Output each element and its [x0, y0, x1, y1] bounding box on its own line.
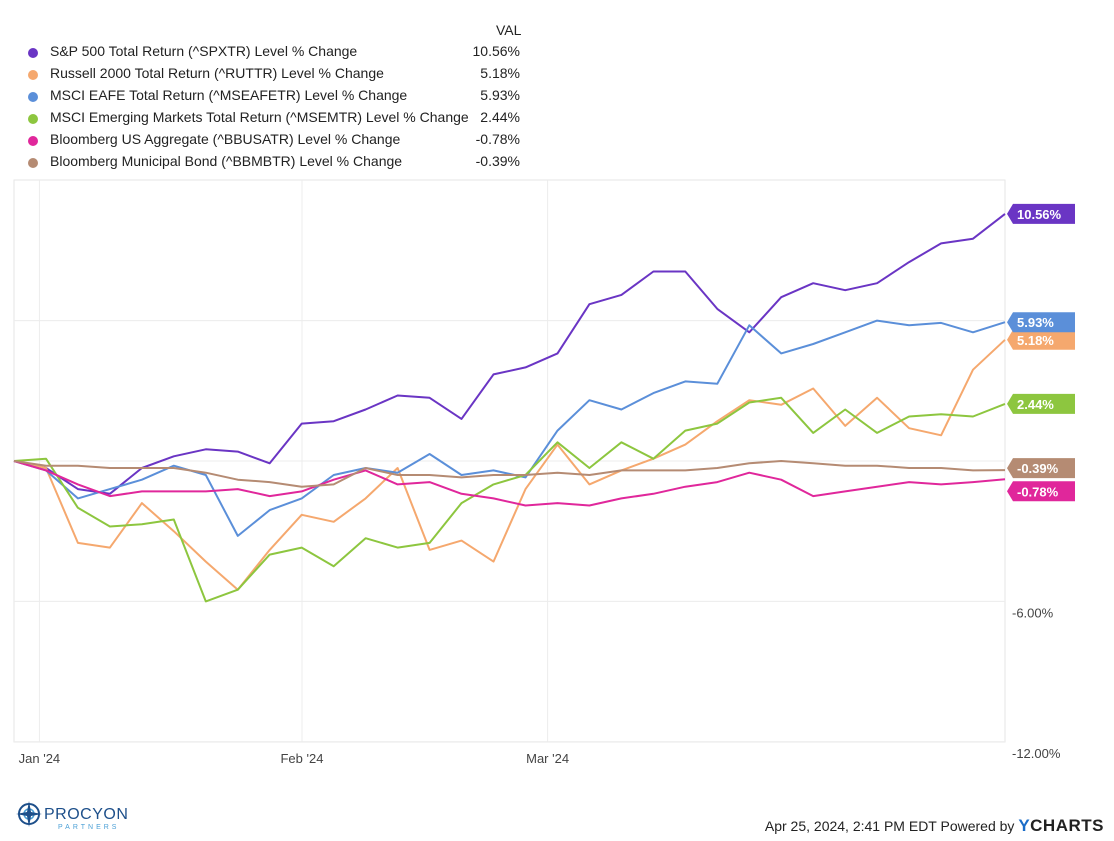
- end-label-badge: [1007, 393, 1075, 414]
- end-label-text: 2.44%: [1017, 397, 1054, 412]
- end-label-text: -0.78%: [1017, 484, 1059, 499]
- series-line-1: [13, 339, 1006, 591]
- end-label-5: -0.39%: [1007, 458, 1075, 479]
- end-label-badge: [1007, 458, 1075, 479]
- chart-legend: VAL S&P 500 Total Return (^SPXTR) Level …: [0, 0, 560, 180]
- timestamp-text: Apr 25, 2024, 2:41 PM EDT Powered by: [764, 818, 1015, 834]
- legend-item-msci-eafe[interactable]: MSCI EAFE Total Return (^MSEAFETR) Level…: [28, 87, 528, 107]
- legend-marker: [28, 48, 38, 58]
- legend-item-bb-us-agg[interactable]: Bloomberg US Aggregate (^BBUSATR) Level …: [28, 131, 528, 151]
- end-label-1: 5.18%: [1007, 329, 1075, 350]
- series-line-3: [13, 396, 1006, 603]
- legend-item-label: MSCI EAFE Total Return (^MSEAFETR) Level…: [50, 87, 408, 103]
- series-line-4: [13, 460, 1006, 507]
- legend-item-value: 5.18%: [480, 65, 520, 81]
- end-value-labels: 10.56% 5.18% 5.93% 2.44% -0.78% -0.39%: [1007, 203, 1075, 502]
- legend-item-value: 5.93%: [480, 87, 520, 103]
- y-tick-label: -12.00%: [1012, 746, 1061, 761]
- legend-item-label: Bloomberg Municipal Bond (^BBMBTR) Level…: [50, 153, 403, 169]
- end-label-badge: [1007, 203, 1075, 224]
- y-tick-label: -6.00%: [1012, 605, 1054, 620]
- end-label-2: 5.93%: [1007, 312, 1075, 333]
- procyon-logo: PROCYON PARTNERS: [14, 800, 144, 832]
- y-axis-labels: 6.00%0.00%-6.00%-12.00%: [1012, 325, 1061, 761]
- legend-marker: [28, 158, 38, 168]
- chart-series-group: [13, 213, 1006, 603]
- logo-subtext: PARTNERS: [58, 824, 119, 831]
- legend-value-header: VAL: [496, 22, 522, 38]
- legend-item-label: Bloomberg US Aggregate (^BBUSATR) Level …: [50, 131, 401, 147]
- compass-star-icon: [16, 801, 42, 827]
- legend-item-label: Russell 2000 Total Return (^RUTTR) Level…: [50, 65, 384, 81]
- legend-item-bb-muni[interactable]: Bloomberg Municipal Bond (^BBMBTR) Level…: [28, 153, 528, 173]
- legend-marker: [28, 70, 38, 80]
- x-tick-label: Mar '24: [526, 751, 569, 766]
- legend-item-label: MSCI Emerging Markets Total Return (^MSE…: [50, 109, 469, 125]
- series-line-2: [13, 319, 1006, 537]
- legend-item-value: 10.56%: [472, 43, 520, 59]
- legend-item-value: -0.39%: [475, 153, 520, 169]
- chart-grid: [13, 179, 1006, 743]
- end-label-text: -0.39%: [1017, 461, 1059, 476]
- series-line-5: [13, 460, 1006, 488]
- ycharts-word: CHARTS: [1030, 816, 1104, 835]
- ycharts-logo[interactable]: YCHARTS: [1018, 816, 1104, 835]
- legend-item-label: S&P 500 Total Return (^SPXTR) Level % Ch…: [50, 43, 358, 59]
- end-label-3: 2.44%: [1007, 393, 1075, 414]
- end-label-badge: [1007, 312, 1075, 333]
- ycharts-y: Y: [1018, 816, 1031, 835]
- end-label-badge: [1007, 481, 1075, 502]
- logo-wordmark: PROCYON: [44, 806, 128, 823]
- legend-marker: [28, 92, 38, 102]
- legend-item-value: 2.44%: [480, 109, 520, 125]
- x-tick-label: Jan '24: [19, 751, 61, 766]
- x-tick-label: Feb '24: [280, 751, 323, 766]
- end-label-badge: [1007, 329, 1075, 350]
- end-label-4: -0.78%: [1007, 481, 1075, 502]
- footer-attribution: Apr 25, 2024, 2:41 PM EDT Powered by YCH…: [765, 816, 1104, 836]
- series-line-0: [13, 213, 1006, 495]
- end-label-0: 10.56%: [1007, 203, 1075, 224]
- legend-item-sp500[interactable]: S&P 500 Total Return (^SPXTR) Level % Ch…: [28, 43, 528, 63]
- x-axis-labels: Jan '24 Feb '24 Mar '24: [19, 751, 569, 766]
- end-label-text: 10.56%: [1017, 207, 1062, 222]
- legend-item-value: -0.78%: [475, 131, 520, 147]
- end-label-text: 5.93%: [1017, 315, 1054, 330]
- legend-marker: [28, 136, 38, 146]
- legend-marker: [28, 114, 38, 124]
- end-label-text: 5.18%: [1017, 333, 1054, 348]
- legend-item-russell2000[interactable]: Russell 2000 Total Return (^RUTTR) Level…: [28, 65, 528, 85]
- legend-item-msci-em[interactable]: MSCI Emerging Markets Total Return (^MSE…: [28, 109, 528, 129]
